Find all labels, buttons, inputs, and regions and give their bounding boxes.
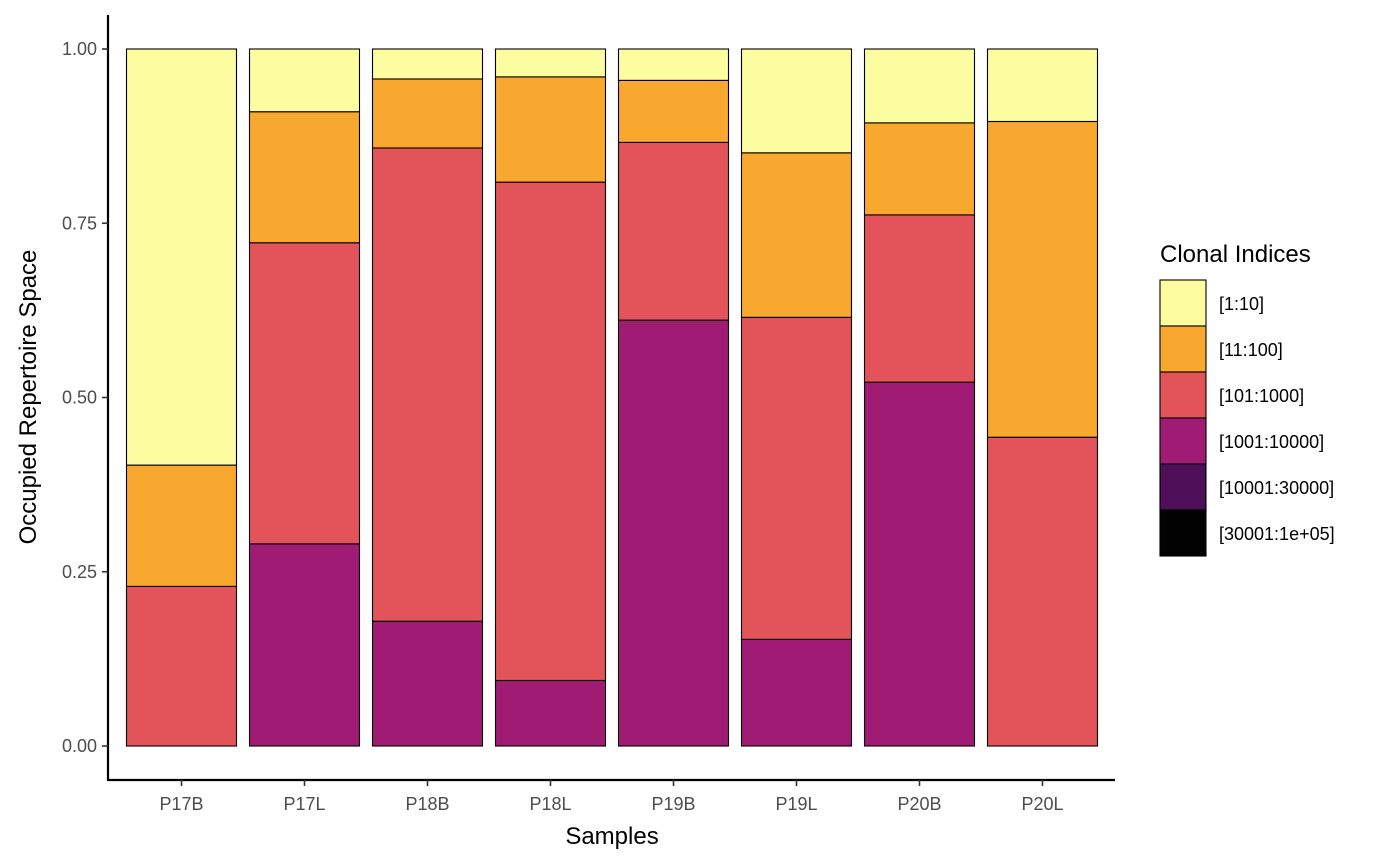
legend-label: [30001:1e+05] <box>1219 524 1335 544</box>
x-tick-label: P19L <box>775 794 817 814</box>
bar-segment <box>125 48 238 466</box>
x-tick-label: P17B <box>159 794 203 814</box>
bar-segment <box>248 48 361 113</box>
bar-segment <box>248 111 361 244</box>
x-tick-label: P18L <box>529 794 571 814</box>
bars-layer <box>125 48 1099 747</box>
bar-segment <box>740 638 853 747</box>
legend-key <box>1159 279 1207 327</box>
bar-segment <box>371 48 484 80</box>
y-tick-label: 1.00 <box>62 39 97 59</box>
legend-key <box>1159 417 1207 465</box>
bar-segment <box>494 679 607 747</box>
bar-segment <box>617 319 730 747</box>
bar-segment <box>248 242 361 545</box>
bar-segment <box>371 78 484 149</box>
legend-key <box>1159 463 1207 511</box>
x-tick-label: P19B <box>651 794 695 814</box>
y-tick-label: 0.25 <box>62 562 97 582</box>
x-tick-label: P20B <box>897 794 941 814</box>
bar-segment <box>494 181 607 682</box>
x-tick-label: P17L <box>283 794 325 814</box>
bar-segment <box>617 141 730 321</box>
legend-key <box>1159 509 1207 557</box>
x-tick-label: P20L <box>1021 794 1063 814</box>
legend-label: [11:100] <box>1219 340 1283 360</box>
legend-key <box>1159 325 1207 373</box>
legend-label: [1:10] <box>1219 294 1264 314</box>
y-axis-title: Occupied Repertoire Space <box>15 250 42 545</box>
legend-label: [1001:10000] <box>1219 432 1324 452</box>
bar-segment <box>986 120 1099 438</box>
bar-segment <box>863 214 976 383</box>
bar-segment <box>371 620 484 747</box>
bar-segment <box>494 76 607 183</box>
bar-segment <box>125 585 238 747</box>
legend-key <box>1159 371 1207 419</box>
legend-label: [10001:30000] <box>1219 478 1334 498</box>
legend-label: [101:1000] <box>1219 386 1304 406</box>
bar-segment <box>740 48 853 154</box>
bar-segment <box>740 316 853 640</box>
bar-segment <box>863 381 976 747</box>
axes-layer: 0.00 0.25 0.50 0.75 1.00 P17B P17L P18B P18L P19B… <box>62 15 1115 814</box>
bar-segment <box>494 48 607 78</box>
bar-segment <box>986 436 1099 747</box>
bar-segment <box>740 152 853 318</box>
bar-segment <box>986 48 1099 123</box>
bar-segment <box>617 48 730 81</box>
x-axis-title: Samples <box>565 823 658 850</box>
bar-segment <box>248 543 361 747</box>
bar-segment <box>863 48 976 124</box>
x-tick-label: P18B <box>405 794 449 814</box>
bar-segment <box>371 147 484 622</box>
legend: Clonal Indices [1:10] [11:100] [101:1000] [… <box>1159 241 1335 557</box>
bar-segment <box>125 464 238 587</box>
bar-segment <box>617 79 730 143</box>
y-tick-label: 0.75 <box>62 213 97 233</box>
y-tick-label: 0.00 <box>62 736 97 756</box>
legend-title: Clonal Indices <box>1160 241 1311 268</box>
y-tick-label: 0.50 <box>62 388 97 408</box>
bar-segment <box>863 122 976 216</box>
